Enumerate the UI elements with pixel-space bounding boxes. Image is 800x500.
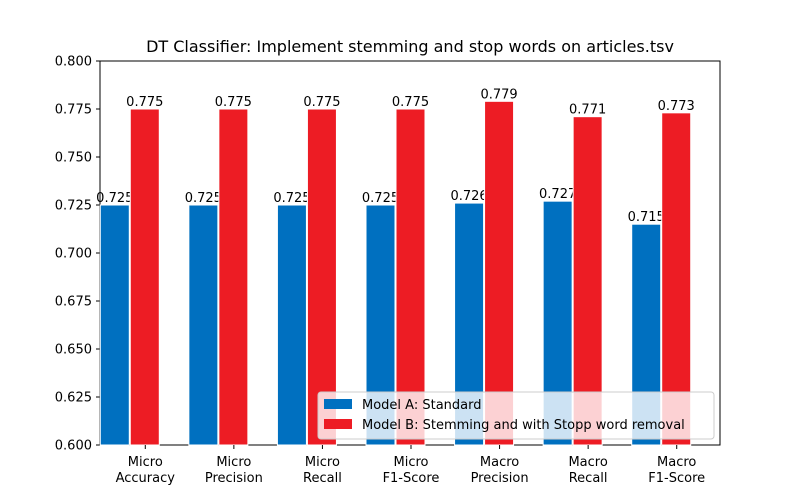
plot-area: 0.600 0.625 0.650 0.675 0.700 0.725 0.750 0.775… bbox=[55, 55, 721, 486]
data-label: 0.725 bbox=[96, 191, 133, 206]
x-tick-label: Recall bbox=[569, 471, 608, 486]
bar-model-b bbox=[484, 100, 515, 446]
x-tick-label: Macro bbox=[568, 455, 607, 470]
x-tick-label: Micro bbox=[128, 455, 163, 470]
data-label: 0.725 bbox=[273, 191, 310, 206]
data-label: 0.727 bbox=[539, 187, 576, 202]
y-tick-label: 0.800 bbox=[55, 55, 92, 70]
x-tick-label: Micro bbox=[394, 455, 429, 470]
legend-label: Model A: Standard bbox=[362, 398, 481, 413]
y-tick-label: 0.650 bbox=[55, 343, 92, 358]
bar-model-b bbox=[572, 116, 603, 446]
bar-model-b bbox=[661, 112, 692, 446]
chart-title: DT Classifier: Implement stemming and st… bbox=[146, 37, 674, 56]
data-label: 0.771 bbox=[569, 103, 606, 118]
x-tick-label: Macro bbox=[657, 455, 696, 470]
bar-model-b bbox=[395, 108, 426, 446]
data-label: 0.775 bbox=[126, 95, 163, 110]
y-tick-label: 0.700 bbox=[55, 247, 92, 262]
y-tick-label: 0.600 bbox=[55, 439, 92, 454]
y-tick-label: 0.675 bbox=[55, 295, 92, 310]
legend-box bbox=[317, 391, 715, 440]
x-tick-label: Micro bbox=[305, 455, 340, 470]
x-tick-label: F1-Score bbox=[648, 471, 705, 486]
bar-model-a bbox=[188, 204, 219, 446]
data-label: 0.715 bbox=[628, 210, 665, 225]
legend-swatch bbox=[324, 399, 352, 409]
bar-model-b bbox=[129, 108, 160, 446]
legend-label: Model B: Stemming and with Stopp word re… bbox=[362, 418, 685, 433]
legend: Model A: Standard Model B: Stemming and w… bbox=[317, 391, 715, 440]
x-tick-label: F1-Score bbox=[383, 471, 440, 486]
y-tick-label: 0.725 bbox=[55, 199, 92, 214]
data-label: 0.775 bbox=[215, 95, 252, 110]
data-label: 0.725 bbox=[185, 191, 222, 206]
data-label: 0.775 bbox=[303, 95, 340, 110]
x-tick-label: Micro bbox=[216, 455, 251, 470]
y-tick-label: 0.625 bbox=[55, 391, 92, 406]
x-tick-label: Precision bbox=[205, 471, 263, 486]
data-label: 0.775 bbox=[392, 95, 429, 110]
x-tick-label: Macro bbox=[480, 455, 519, 470]
bar-model-a bbox=[99, 204, 130, 446]
x-tick-label: Recall bbox=[303, 471, 342, 486]
data-label: 0.726 bbox=[450, 189, 487, 204]
data-label: 0.773 bbox=[658, 99, 695, 114]
data-label: 0.779 bbox=[480, 87, 517, 102]
data-label: 0.725 bbox=[362, 191, 399, 206]
x-tick-label: Accuracy bbox=[116, 471, 176, 486]
legend-swatch bbox=[324, 419, 352, 429]
x-tick-label: Precision bbox=[471, 471, 529, 486]
bar-model-a bbox=[276, 204, 307, 446]
y-tick-label: 0.750 bbox=[55, 151, 92, 166]
bar-model-b bbox=[218, 108, 249, 446]
y-tick-label: 0.775 bbox=[55, 103, 92, 118]
